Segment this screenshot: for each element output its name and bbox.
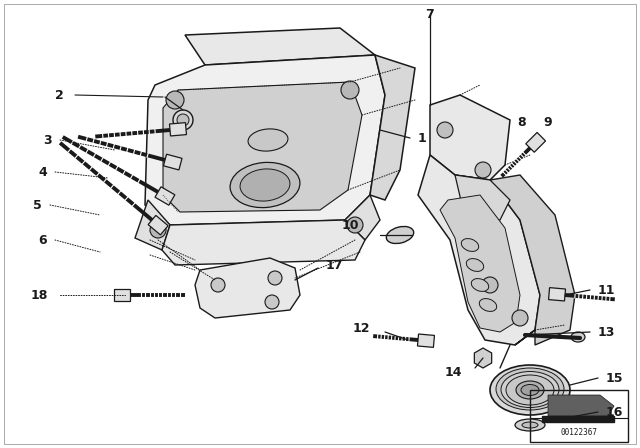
Text: 11: 11	[598, 284, 616, 297]
Ellipse shape	[248, 129, 288, 151]
Ellipse shape	[461, 239, 479, 251]
Ellipse shape	[521, 384, 539, 396]
Ellipse shape	[496, 368, 564, 410]
Ellipse shape	[230, 162, 300, 207]
Text: 4: 4	[38, 165, 47, 178]
Polygon shape	[440, 195, 520, 332]
Ellipse shape	[490, 365, 570, 415]
Text: 9: 9	[544, 116, 552, 129]
Text: 5: 5	[33, 198, 42, 211]
Polygon shape	[474, 348, 492, 368]
Polygon shape	[163, 82, 362, 212]
Text: 7: 7	[426, 8, 435, 21]
Ellipse shape	[571, 332, 585, 342]
Ellipse shape	[501, 371, 559, 408]
Text: 1: 1	[418, 132, 427, 145]
Circle shape	[173, 110, 193, 130]
Polygon shape	[418, 155, 540, 345]
Text: 3: 3	[44, 134, 52, 146]
Polygon shape	[145, 55, 385, 225]
Text: 12: 12	[353, 322, 370, 335]
Circle shape	[347, 217, 363, 233]
Bar	[542, 416, 614, 422]
Ellipse shape	[516, 381, 544, 399]
Circle shape	[437, 122, 453, 138]
Circle shape	[166, 91, 184, 109]
Polygon shape	[148, 215, 168, 235]
Ellipse shape	[515, 419, 545, 431]
Polygon shape	[162, 220, 365, 265]
Polygon shape	[455, 175, 510, 220]
Circle shape	[268, 271, 282, 285]
Ellipse shape	[479, 298, 497, 311]
Text: 6: 6	[38, 233, 47, 246]
Circle shape	[265, 295, 279, 309]
Ellipse shape	[522, 422, 538, 428]
Polygon shape	[345, 195, 380, 240]
Polygon shape	[548, 288, 566, 301]
Text: 18: 18	[31, 289, 48, 302]
Ellipse shape	[387, 227, 413, 244]
Text: 13: 13	[598, 326, 616, 339]
Circle shape	[482, 277, 498, 293]
Polygon shape	[163, 154, 182, 170]
Circle shape	[512, 310, 528, 326]
Ellipse shape	[471, 279, 489, 291]
Polygon shape	[490, 175, 575, 345]
Ellipse shape	[240, 169, 290, 201]
Polygon shape	[114, 289, 130, 301]
Polygon shape	[548, 395, 614, 416]
Ellipse shape	[506, 375, 554, 405]
Bar	[530, 390, 628, 442]
Polygon shape	[135, 200, 170, 250]
Text: 8: 8	[518, 116, 526, 129]
Polygon shape	[430, 95, 510, 180]
Text: 16: 16	[606, 405, 623, 418]
Ellipse shape	[467, 258, 484, 271]
Text: 15: 15	[606, 371, 623, 384]
Polygon shape	[370, 55, 415, 200]
Text: 17: 17	[326, 258, 344, 271]
Circle shape	[211, 278, 225, 292]
Circle shape	[177, 114, 189, 126]
Polygon shape	[170, 123, 186, 136]
Polygon shape	[417, 334, 435, 347]
Polygon shape	[185, 28, 375, 65]
Circle shape	[475, 162, 491, 178]
Polygon shape	[195, 258, 300, 318]
Polygon shape	[525, 133, 545, 152]
Text: 00122367: 00122367	[561, 427, 598, 436]
Circle shape	[150, 222, 166, 238]
Polygon shape	[155, 187, 175, 205]
Text: 14: 14	[445, 366, 462, 379]
Text: 2: 2	[55, 89, 64, 102]
Text: 10: 10	[341, 219, 359, 232]
Circle shape	[341, 81, 359, 99]
